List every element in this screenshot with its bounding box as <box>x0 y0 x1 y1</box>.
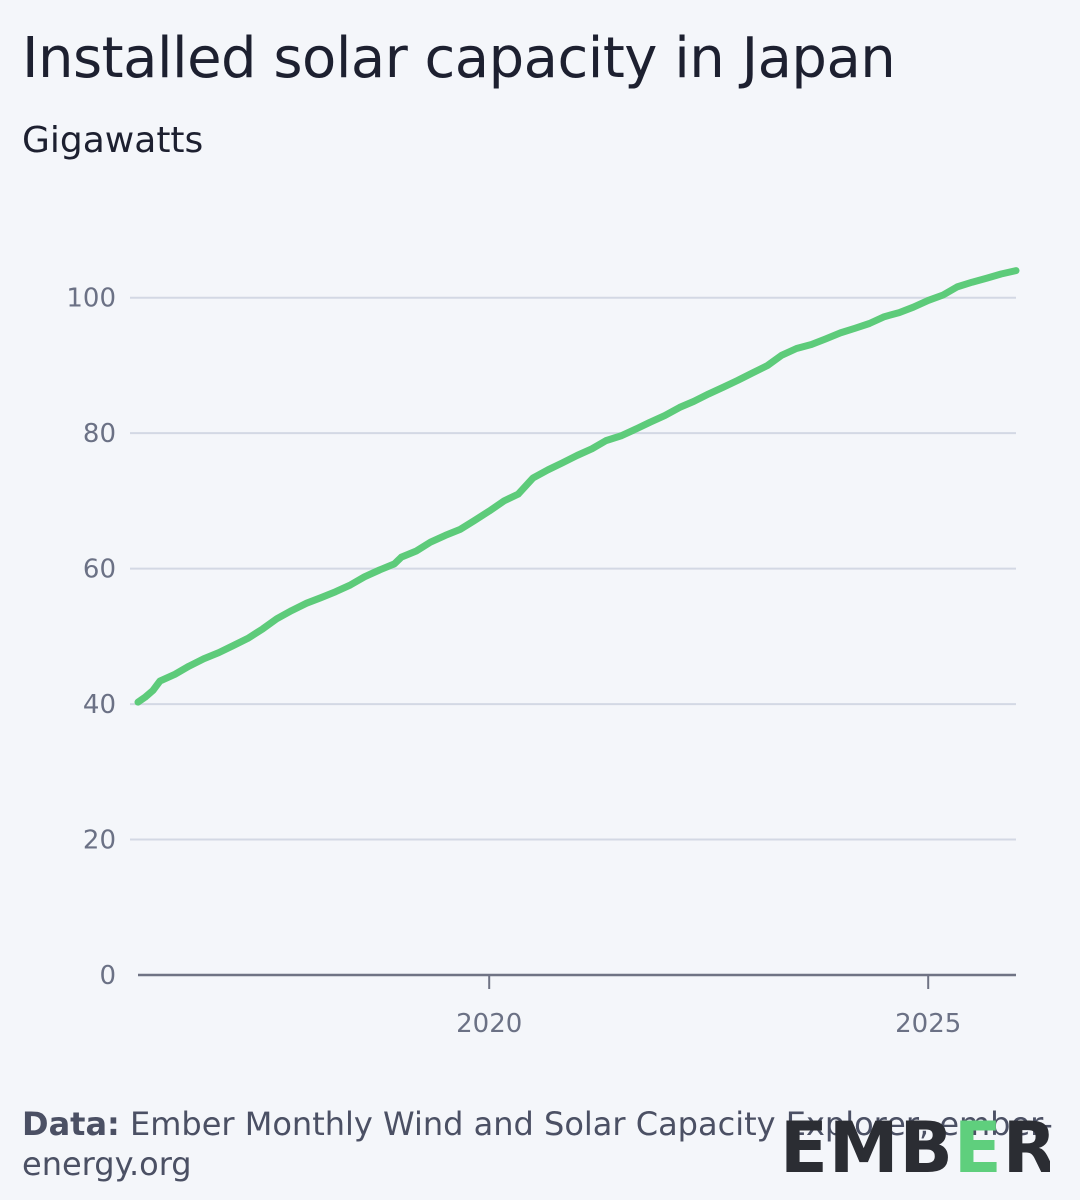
data-source-text: Ember Monthly Wind and Solar Capacity Ex… <box>22 1105 1053 1183</box>
y-tick-label-60: 60 <box>83 555 116 585</box>
y-tick-label-100: 100 <box>66 284 116 314</box>
x-tick-labels: 2020 2025 <box>456 1009 961 1039</box>
ember-logo: EMBER <box>780 1107 1050 1186</box>
chart-subtitle: Gigawatts <box>22 120 204 161</box>
axes <box>138 973 1016 989</box>
y-tick-label-80: 80 <box>83 419 116 449</box>
x-tick-label-2025: 2025 <box>895 1009 961 1039</box>
svg-text:EMBER: EMBER <box>780 1107 1050 1186</box>
data-source-label: Data: <box>22 1105 120 1143</box>
chart-title: Installed solar capacity in Japan <box>22 26 896 91</box>
y-tick-label-20: 20 <box>83 826 116 856</box>
gridlines <box>130 296 1016 841</box>
x-tick-label-2020: 2020 <box>456 1009 522 1039</box>
series-line-0 <box>134 267 1020 706</box>
line-chart: 0 20 40 60 80 100 2020 2025 <box>66 267 1020 1039</box>
data-source-note: Data: Ember Monthly Wind and Solar Capac… <box>22 1104 1080 1184</box>
y-tick-labels: 0 20 40 60 80 100 <box>66 284 116 991</box>
y-tick-label-0: 0 <box>99 961 116 991</box>
series <box>134 267 1020 706</box>
y-tick-label-40: 40 <box>83 690 116 720</box>
